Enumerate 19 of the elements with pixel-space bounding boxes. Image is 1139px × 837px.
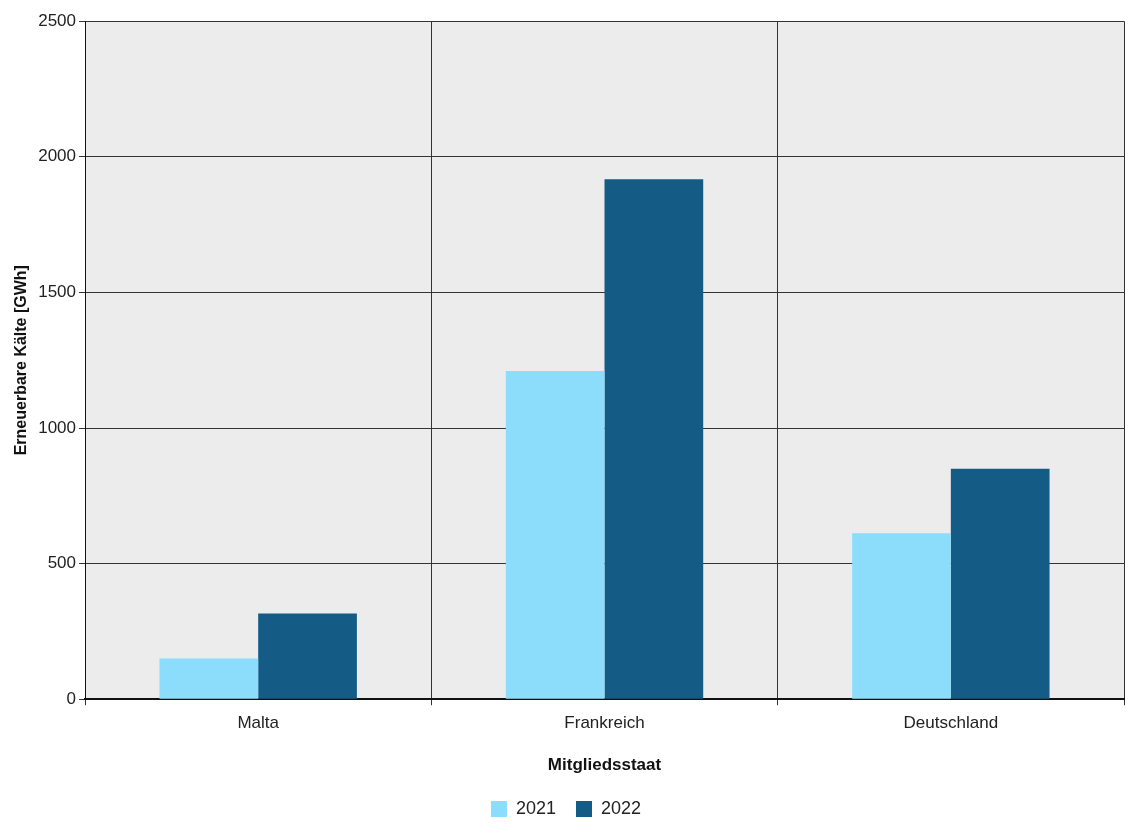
y-tick-label: 500 bbox=[47, 553, 77, 573]
y-tick-label: 0 bbox=[66, 688, 77, 708]
bar bbox=[159, 658, 259, 699]
bar bbox=[852, 533, 951, 699]
bar bbox=[505, 371, 605, 699]
x-tick-label: Malta bbox=[237, 713, 280, 733]
y-tick-label: 1000 bbox=[38, 417, 77, 437]
x-tick-label: Deutschland bbox=[903, 713, 999, 733]
y-tick-label: 2000 bbox=[38, 146, 77, 166]
bar bbox=[604, 179, 704, 699]
bar bbox=[950, 468, 1050, 699]
x-tick-label: Frankreich bbox=[564, 713, 645, 733]
legend-label: 2021 bbox=[515, 797, 556, 818]
x-axis-title: Mitgliedsstaat bbox=[547, 755, 662, 775]
y-tick-label: 2500 bbox=[38, 10, 77, 30]
y-axis-title: Erneuerbare Kälte [GWh] bbox=[12, 265, 30, 456]
legend-label: 2022 bbox=[601, 797, 642, 818]
y-tick-label: 1500 bbox=[38, 282, 77, 302]
bar bbox=[258, 613, 357, 699]
